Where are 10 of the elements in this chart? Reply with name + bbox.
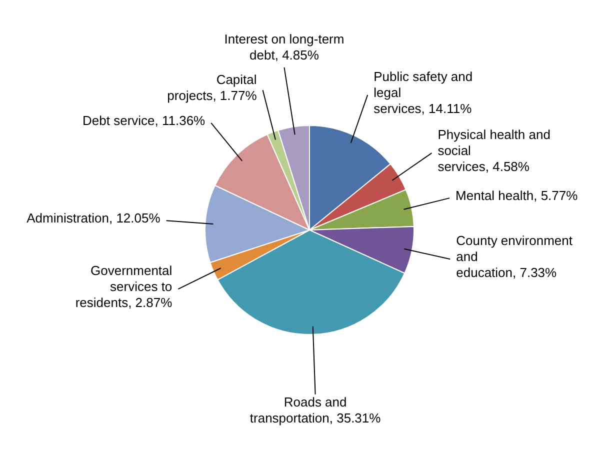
slice-label: Debt service, 11.36%	[82, 113, 206, 128]
slice-label: Physical health and social services, 4.58%	[438, 127, 550, 174]
slice-label: Administration, 12.05%	[26, 210, 161, 226]
slice-label: Roads and transportation, 35.31%	[250, 394, 382, 426]
slice-label: Capital projects, 1.77%	[167, 72, 258, 104]
slice-label: County environment and education, 7.33%	[456, 233, 573, 280]
slice-label: Interest on long-term debt, 4.85%	[224, 32, 344, 63]
slice-label: Governmental services to residents, 2.87%	[75, 263, 173, 310]
slice-label: Public safety and legal services, 14.11%	[374, 69, 473, 116]
slice-label: Mental health, 5.77%	[456, 188, 578, 204]
